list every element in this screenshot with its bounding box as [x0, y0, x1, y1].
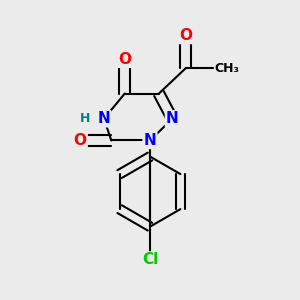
Text: Cl: Cl	[142, 253, 158, 268]
Text: O: O	[179, 28, 192, 43]
Text: CH₃: CH₃	[215, 62, 240, 75]
Text: N: N	[166, 111, 179, 126]
Text: N: N	[98, 111, 110, 126]
Text: O: O	[118, 52, 131, 67]
Text: O: O	[74, 133, 87, 148]
Text: N: N	[144, 133, 156, 148]
Text: H: H	[80, 112, 91, 125]
